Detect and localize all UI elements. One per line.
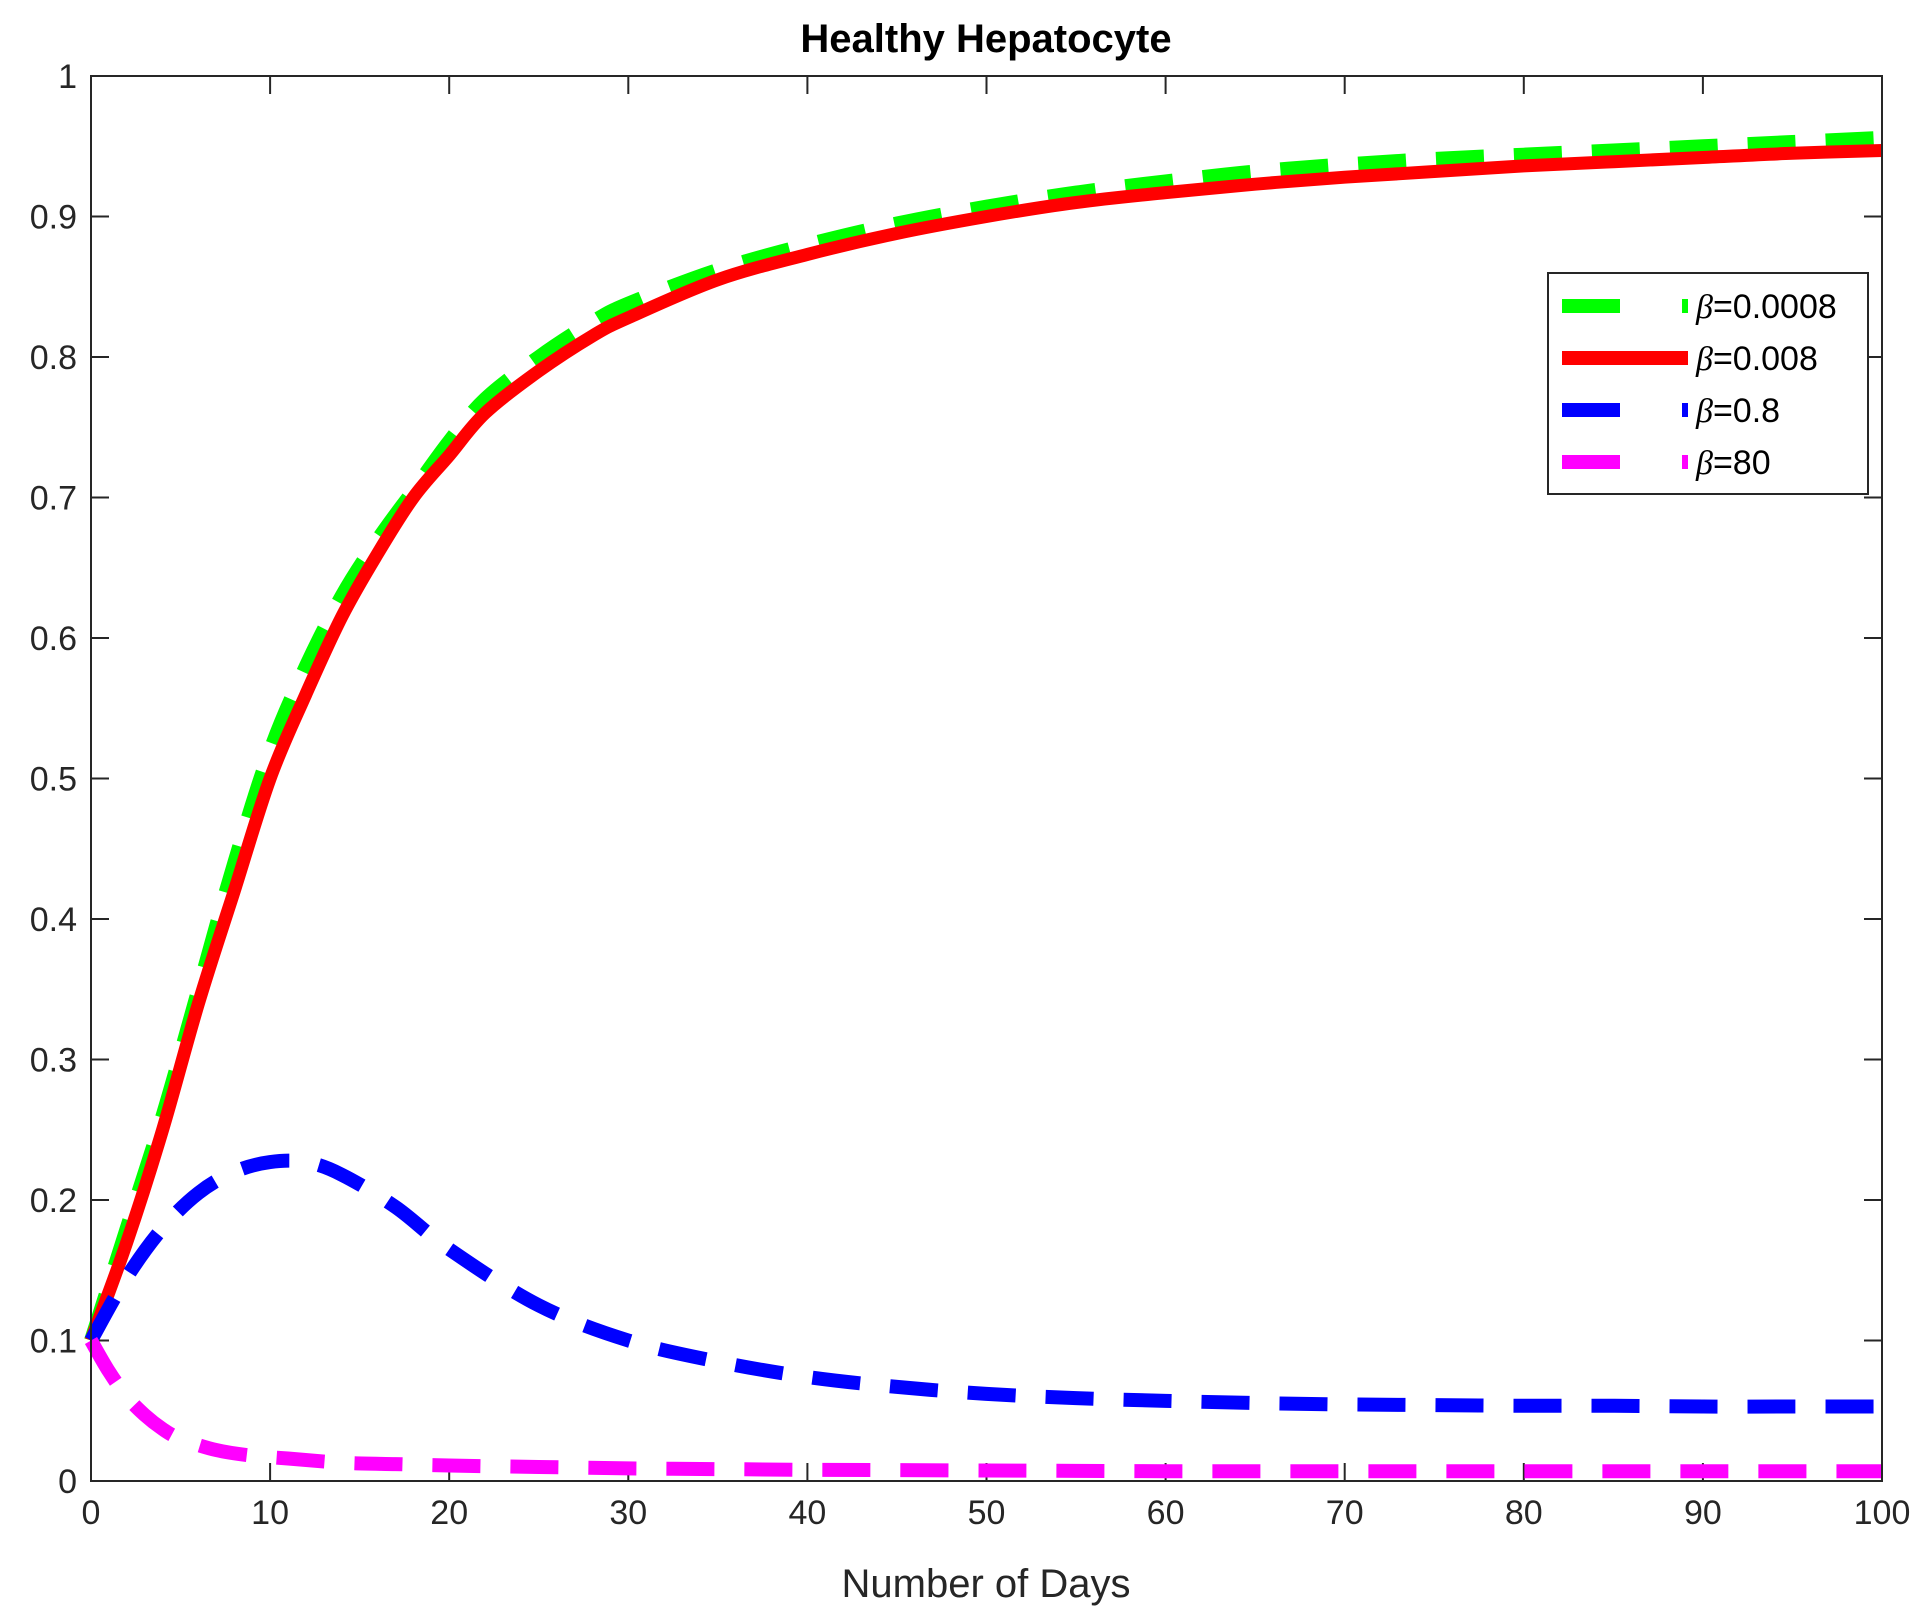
x-tick-label: 80 — [1505, 1494, 1543, 1532]
y-tick-label: 0.9 — [30, 199, 77, 237]
series-line — [84, 1153, 1882, 1414]
legend-value: =0.008 — [1713, 340, 1818, 378]
legend-label: β=0.0008 — [1695, 288, 1837, 326]
legend-label: β=0.008 — [1695, 340, 1818, 378]
chart-title: Healthy Hepatocyte — [800, 17, 1171, 61]
y-tick-label: 0.8 — [30, 339, 77, 377]
y-tick-label: 0.3 — [30, 1042, 77, 1080]
series-line — [84, 130, 1883, 1343]
axes-box — [90, 75, 1883, 1482]
y-tick-label: 0.4 — [30, 901, 77, 939]
legend-value: =80 — [1713, 444, 1771, 482]
x-tick-label: 0 — [82, 1494, 101, 1532]
x-tick-label: 90 — [1684, 1494, 1722, 1532]
x-tick-label: 70 — [1326, 1494, 1364, 1532]
x-tick-label: 40 — [788, 1494, 826, 1532]
x-tick-label: 60 — [1147, 1494, 1185, 1532]
y-tick-label: 0.7 — [30, 480, 77, 518]
y-tick-label: 0.1 — [30, 1323, 77, 1361]
x-tick-label: 100 — [1854, 1494, 1911, 1532]
legend-value: =0.0008 — [1713, 288, 1837, 326]
x-axis-title: Number of Days — [842, 1562, 1131, 1606]
y-tick-label: 1 — [58, 58, 77, 96]
x-tick-label: 30 — [609, 1494, 647, 1532]
legend-value: =0.8 — [1713, 392, 1780, 430]
legend-symbol: β — [1695, 445, 1713, 482]
series-line — [84, 1337, 1882, 1479]
x-tick-label: 10 — [251, 1494, 289, 1532]
y-tick-label: 0.2 — [30, 1182, 77, 1220]
y-tick-label: 0 — [58, 1463, 77, 1501]
series-line — [84, 144, 1883, 1343]
x-tick-label: 20 — [430, 1494, 468, 1532]
series-layer — [84, 130, 1883, 1479]
x-tick-label: 50 — [968, 1494, 1006, 1532]
axis-tick-labels: 0 10 20 30 40 50 60 70 80 90 100 0 0.1 0.2 0.3 0.4 0.5 0.… — [30, 58, 1911, 1532]
legend-label: β=0.8 — [1695, 392, 1780, 430]
y-tick-label: 0.6 — [30, 620, 77, 658]
legend-symbol: β — [1695, 341, 1713, 378]
legend-symbol: β — [1695, 289, 1713, 326]
legend-symbol: β — [1695, 393, 1713, 430]
y-tick-label: 0.5 — [30, 761, 77, 799]
legend-label: β=80 — [1695, 444, 1771, 482]
